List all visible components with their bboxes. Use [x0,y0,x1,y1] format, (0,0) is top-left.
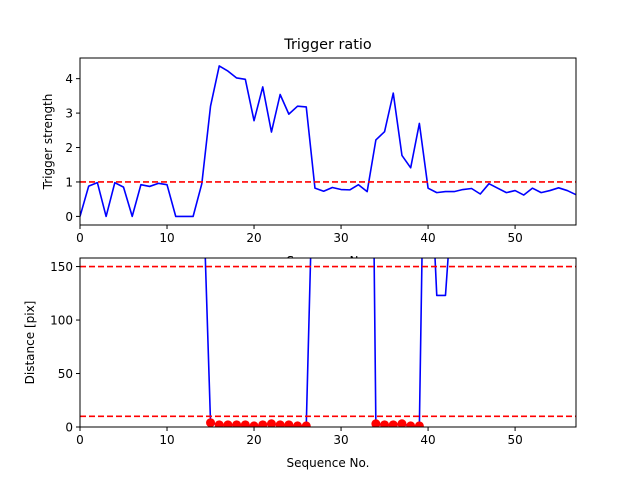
data-point-marker [266,419,276,427]
x-tick-label: 50 [507,231,522,245]
axes-frame [79,257,577,428]
series-line [80,65,576,218]
y-tick-label: 0 [65,210,73,224]
x-tick-label: 10 [159,433,174,447]
x-tick-label: 50 [507,433,522,447]
x-tick-label: 30 [333,231,348,245]
data-point-marker [388,420,398,427]
data-point-marker [284,420,294,427]
y-tick-label: 4 [65,72,73,86]
x-tick-label: 40 [420,231,435,245]
plot-marks: 0 10 20 30 40 50 0 50 100 150 [50,257,577,447]
data-layer [80,65,576,218]
data-point-marker [301,421,311,427]
plot-background [80,258,576,427]
distance-plot: Sequence No. Distance [pix] 0 10 20 30 40 500… [23,257,577,470]
plot-marks: 0 10 20 30 40 50 0 1 2 3 4 [65,57,577,245]
x-tick-label: 30 [333,433,348,447]
y-tick-label: 50 [58,367,73,381]
data-point-marker [406,421,416,427]
data-point-marker [371,419,381,427]
data-point-marker [380,420,390,427]
data-point-marker [249,421,259,427]
data-point-marker [214,420,224,427]
y-tick-label: 0 [65,421,73,435]
data-point-marker [397,419,407,427]
y-tick-label: 2 [65,141,73,155]
data-point-marker [258,420,268,427]
data-point-marker [206,418,216,427]
plot-title: Trigger ratio [283,37,372,53]
x-tick-label: 10 [159,231,174,245]
y-axis-label: Distance [pix] [23,301,37,385]
x-axis-label: Sequence No. [287,456,370,470]
data-point-marker [232,420,242,427]
axes-frame [79,57,577,226]
y-axis-label: Trigger strength [41,94,55,191]
data-point-marker [293,421,303,427]
data-point-marker [240,420,250,427]
x-tick-label: 0 [76,433,84,447]
data-layer [80,258,576,427]
x-tick-label: 20 [246,433,261,447]
trigger-ratio-plot: Trigger ratio Sequence No. Trigger stren… [41,37,577,268]
y-tick-label: 1 [65,175,73,189]
y-tick-label: 3 [65,107,73,121]
y-tick-label: 150 [50,260,73,274]
x-tick-label: 0 [76,231,84,245]
y-tick-label: 100 [50,314,73,328]
x-tick-label: 20 [246,231,261,245]
series-line [434,258,449,297]
data-point-marker [223,420,233,427]
data-point-marker [275,420,285,427]
x-tick-label: 40 [420,433,435,447]
data-point-marker [414,421,424,427]
